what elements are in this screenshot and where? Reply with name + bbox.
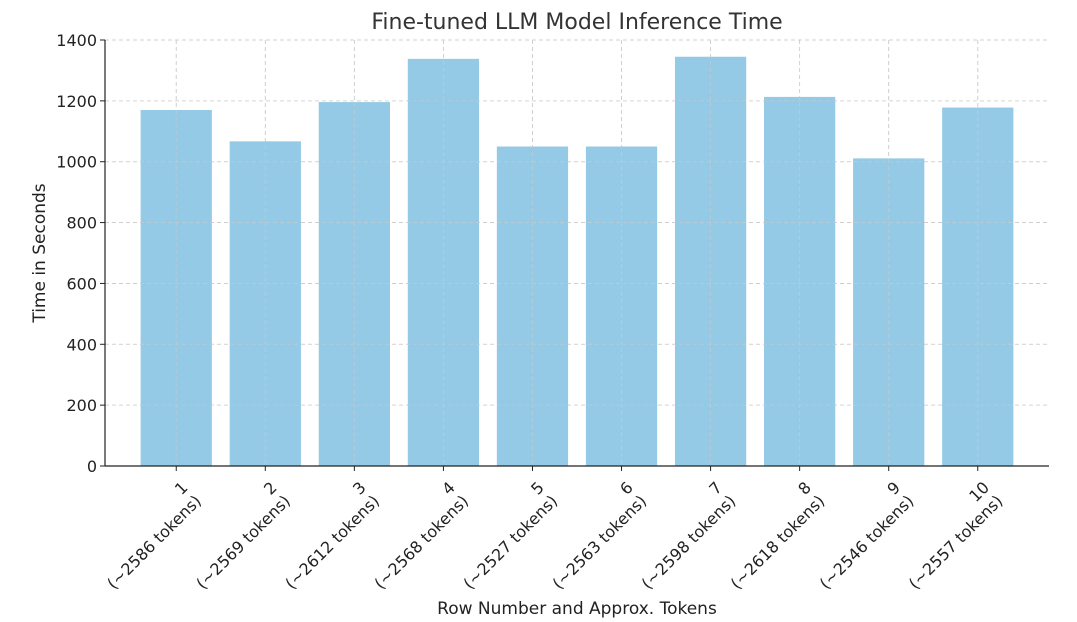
x-axis-label: Row Number and Approx. Tokens <box>437 599 717 619</box>
x-tick-tokens: (~2546 tokens) <box>816 491 918 593</box>
y-ticks: 0 200 400 600 800 1000 1200 1400 <box>56 31 105 476</box>
y-tick-label: 400 <box>66 335 97 354</box>
x-tick-label: 6(~2563 tokens) <box>549 478 651 593</box>
x-tick-tokens: (~2568 tokens) <box>370 491 472 593</box>
x-tick-tokens: (~2563 tokens) <box>549 491 651 593</box>
x-tick-label: 7(~2598 tokens) <box>638 478 740 593</box>
y-tick-label: 0 <box>87 457 97 476</box>
x-tick-tokens: (~2569 tokens) <box>192 491 294 593</box>
x-tick-tokens: (~2618 tokens) <box>727 491 829 593</box>
x-tick-label: 4(~2568 tokens) <box>370 478 472 593</box>
x-tick-tokens: (~2598 tokens) <box>638 491 740 593</box>
bars <box>105 39 1049 467</box>
chart-title: Fine-tuned LLM Model Inference Time <box>371 10 782 35</box>
x-tick-label: 2(~2569 tokens) <box>192 478 294 593</box>
x-tick-tokens: (~2527 tokens) <box>460 491 562 593</box>
x-tick-label: 5(~2527 tokens) <box>460 478 562 593</box>
x-tick-label: 10(~2557 tokens) <box>905 478 1007 593</box>
axes <box>104 40 1049 467</box>
y-tick-label: 800 <box>66 214 97 233</box>
y-tick-label: 200 <box>66 396 97 415</box>
x-tick-tokens: (~2612 tokens) <box>281 491 383 593</box>
y-axis-label: Time in Seconds <box>30 183 50 323</box>
x-tick-label: 3(~2612 tokens) <box>281 478 383 593</box>
x-tick-label: 8(~2618 tokens) <box>727 478 829 593</box>
y-tick-label: 1000 <box>56 153 97 172</box>
x-ticks: 1(~2586 tokens)2(~2569 tokens)3(~2612 to… <box>103 466 1007 593</box>
x-tick-label: 9(~2546 tokens) <box>816 478 918 593</box>
x-tick-label: 1(~2586 tokens) <box>103 478 205 593</box>
y-tick-label: 600 <box>66 274 97 293</box>
x-tick-tokens: (~2586 tokens) <box>103 491 205 593</box>
y-tick-label: 1200 <box>56 92 97 111</box>
y-tick-label: 1400 <box>56 31 97 50</box>
x-tick-tokens: (~2557 tokens) <box>905 491 1007 593</box>
